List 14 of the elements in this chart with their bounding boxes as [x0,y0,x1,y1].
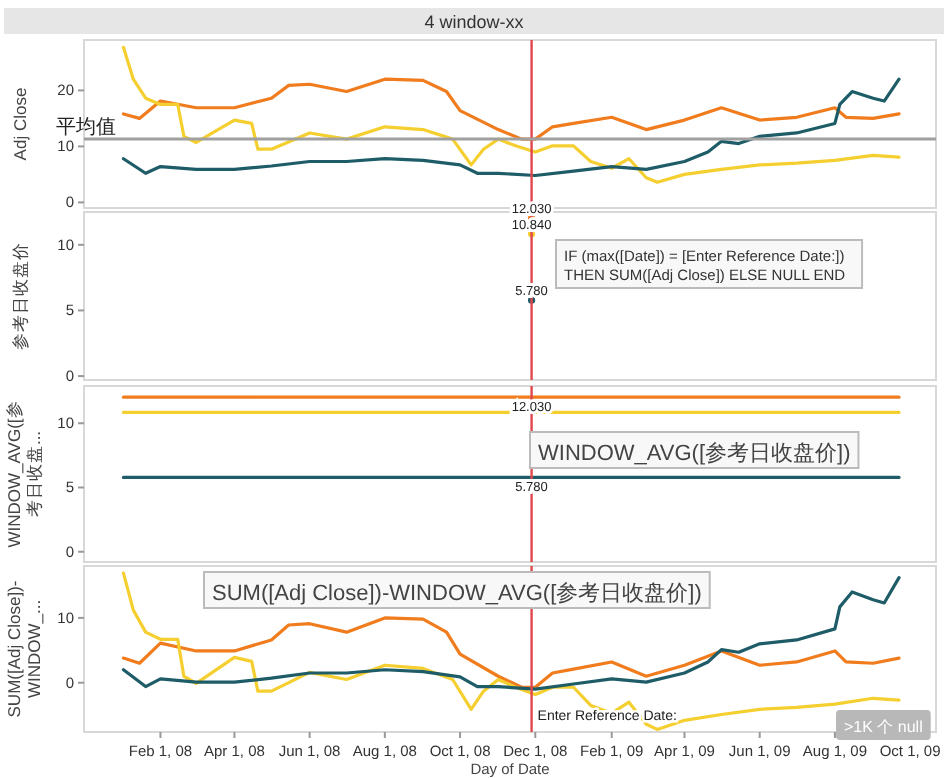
ref-line-label: 平均值 [56,115,116,140]
ylabel: 参考日收盘价 [10,242,30,350]
ylabel: 考日收盘... [24,430,44,518]
chart-title: 4 window-xx [424,12,525,32]
ylabel: WINDOW_... [24,599,44,699]
annotation: WINDOW_AVG([参考日收盘价]) [538,440,851,466]
annotation: >1K 个 null [844,718,924,736]
annotation: WINDOW_AVG([参考日收盘价]) [529,431,860,469]
ylabel: WINDOW_AVG([参 [4,400,24,548]
annotation: SUM([Adj Close])-WINDOW_AVG([参考日收盘价]) [212,580,702,606]
ylabel: SUM([Adj Close])- [4,580,24,718]
annotation: SUM([Adj Close])-WINDOW_AVG([参考日收盘价]) [203,571,711,609]
annotation: >1K 个 null [836,710,931,740]
ylabel: Adj Close [10,87,30,161]
